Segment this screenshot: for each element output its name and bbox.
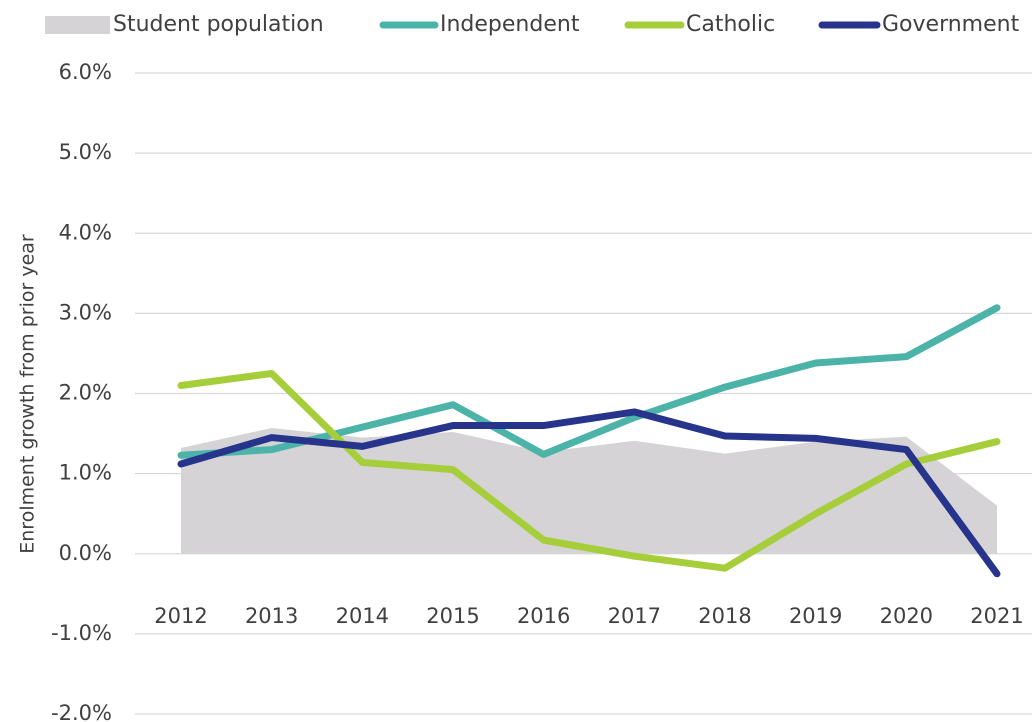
y-tick-label: 4.0% [59, 220, 112, 244]
area [181, 427, 997, 554]
y-tick-label: 0.0% [59, 541, 112, 565]
x-tick-label: 2012 [154, 604, 207, 628]
x-tick-label: 2018 [698, 604, 751, 628]
x-tick-label: 2020 [880, 604, 933, 628]
legend-swatch [45, 16, 110, 34]
line [177, 408, 1001, 578]
y-tick-label: 1.0% [59, 461, 112, 485]
x-tick-label: 2019 [789, 604, 842, 628]
y-axis-label: Enrolment growth from prior year [17, 234, 39, 554]
x-tick-label: 2015 [426, 604, 479, 628]
line [177, 304, 1001, 459]
x-tick-label: 2013 [245, 604, 298, 628]
y-tick-label: 2.0% [59, 381, 112, 405]
x-tick-label: 2016 [517, 604, 570, 628]
x-tick-label: 2021 [970, 604, 1023, 628]
x-tick-label: 2017 [608, 604, 661, 628]
line [177, 369, 1001, 572]
legend-label: Catholic [686, 12, 775, 37]
x-tick-label: 2014 [336, 604, 389, 628]
legend-label: Student population [113, 12, 324, 37]
y-tick-label: 5.0% [59, 140, 112, 164]
legend-label: Government [882, 12, 1020, 37]
y-tick-label: 6.0% [59, 60, 112, 84]
y-tick-label: -2.0% [51, 701, 112, 722]
legend-label: Independent [440, 12, 580, 37]
y-tick-label: -1.0% [51, 621, 112, 645]
y-tick-label: 3.0% [59, 300, 112, 324]
